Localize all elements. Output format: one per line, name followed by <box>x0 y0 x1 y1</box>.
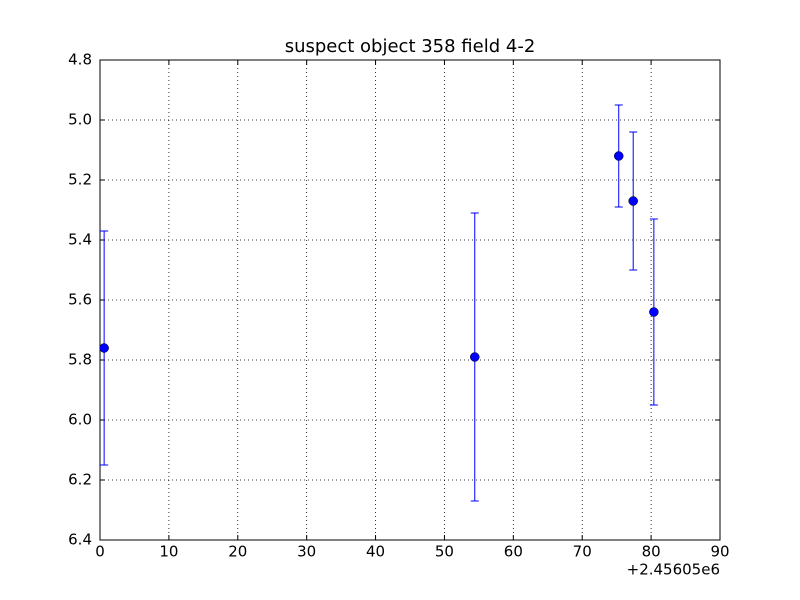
x-tick-label: 50 <box>435 543 454 561</box>
x-tick-label: 80 <box>642 543 661 561</box>
x-tick-label: 60 <box>504 543 523 561</box>
x-tick-label: 30 <box>297 543 316 561</box>
data-point <box>628 196 638 206</box>
data-point <box>649 307 659 317</box>
y-tick-label: 5.2 <box>68 171 92 189</box>
x-tick-label: 20 <box>228 543 247 561</box>
y-tick-label: 5.4 <box>68 231 92 249</box>
chart-title: suspect object 358 field 4-2 <box>285 36 536 57</box>
plot-frame <box>99 59 721 541</box>
y-tick-label: 6.4 <box>68 531 92 549</box>
x-tick-label: 70 <box>573 543 592 561</box>
y-tick-label: 6.0 <box>68 411 92 429</box>
x-tick-label: 90 <box>710 543 729 561</box>
x-tick-label: 40 <box>366 543 385 561</box>
y-tick-label: 6.2 <box>68 471 92 489</box>
data-point <box>613 151 624 161</box>
y-tick-label: 5.6 <box>68 291 92 309</box>
data-point <box>470 352 480 362</box>
y-tick-label: 5.0 <box>68 111 92 129</box>
y-tick-label: 4.8 <box>68 51 92 69</box>
data-point <box>99 343 109 353</box>
x-tick-label: 0 <box>95 543 105 561</box>
y-tick-label: 5.8 <box>68 351 92 369</box>
x-offset-label: +2.45605e6 <box>627 561 720 579</box>
x-tick-label: 10 <box>159 543 178 561</box>
